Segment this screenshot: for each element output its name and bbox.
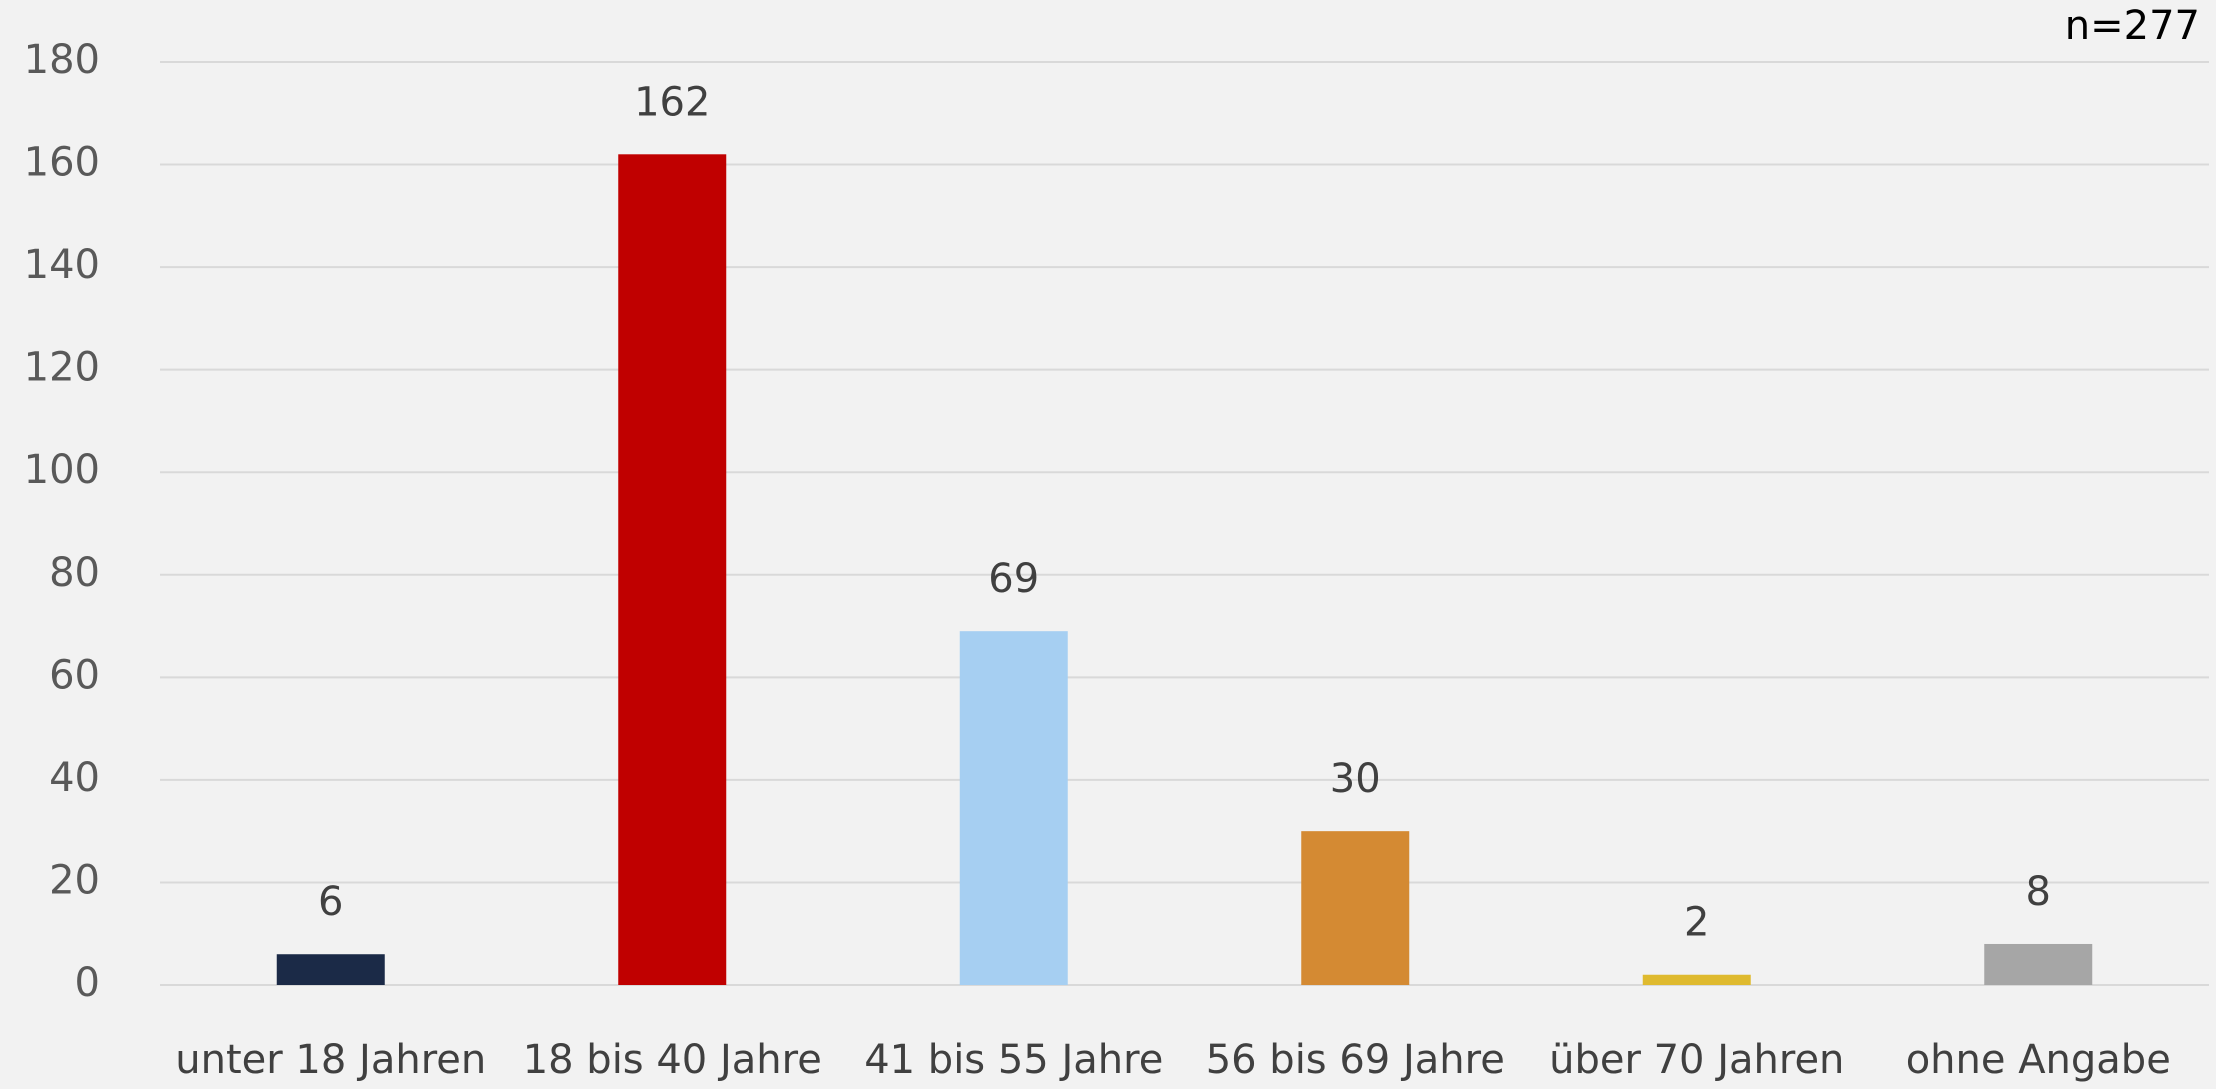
data-label: 8 [2026, 869, 2051, 915]
data-label: 6 [318, 879, 343, 925]
y-tick-label: 80 [49, 550, 100, 596]
x-tick-label: 41 bis 55 Jahre [864, 1037, 1163, 1083]
data-label: 162 [634, 79, 710, 125]
y-tick-label: 0 [75, 960, 100, 1006]
x-tick-label: über 70 Jahren [1549, 1037, 1844, 1083]
y-tick-label: 100 [24, 447, 100, 493]
data-label: 30 [1330, 756, 1381, 802]
sample-size: n=277 [2065, 3, 2200, 49]
y-tick-label: 140 [24, 242, 100, 288]
y-tick-label: 60 [49, 652, 100, 698]
bar [1301, 831, 1410, 985]
x-tick-label: 56 bis 69 Jahre [1206, 1037, 1505, 1083]
bar [276, 954, 385, 985]
y-tick-label: 160 [24, 140, 100, 186]
y-tick-label: 40 [49, 755, 100, 801]
bar [1984, 943, 2093, 985]
y-tick-label: 180 [24, 37, 100, 83]
x-tick-label: unter 18 Jahren [175, 1037, 486, 1083]
bar [1642, 974, 1751, 985]
y-tick-label: 120 [24, 345, 100, 391]
bar [959, 631, 1068, 985]
x-tick-label: ohne Angabe [1906, 1037, 2171, 1083]
bar [618, 154, 727, 986]
data-label: 2 [1684, 900, 1709, 946]
data-label: 69 [988, 556, 1039, 602]
x-tick-label: 18 bis 40 Jahre [523, 1037, 822, 1083]
y-tick-label: 20 [49, 857, 100, 903]
